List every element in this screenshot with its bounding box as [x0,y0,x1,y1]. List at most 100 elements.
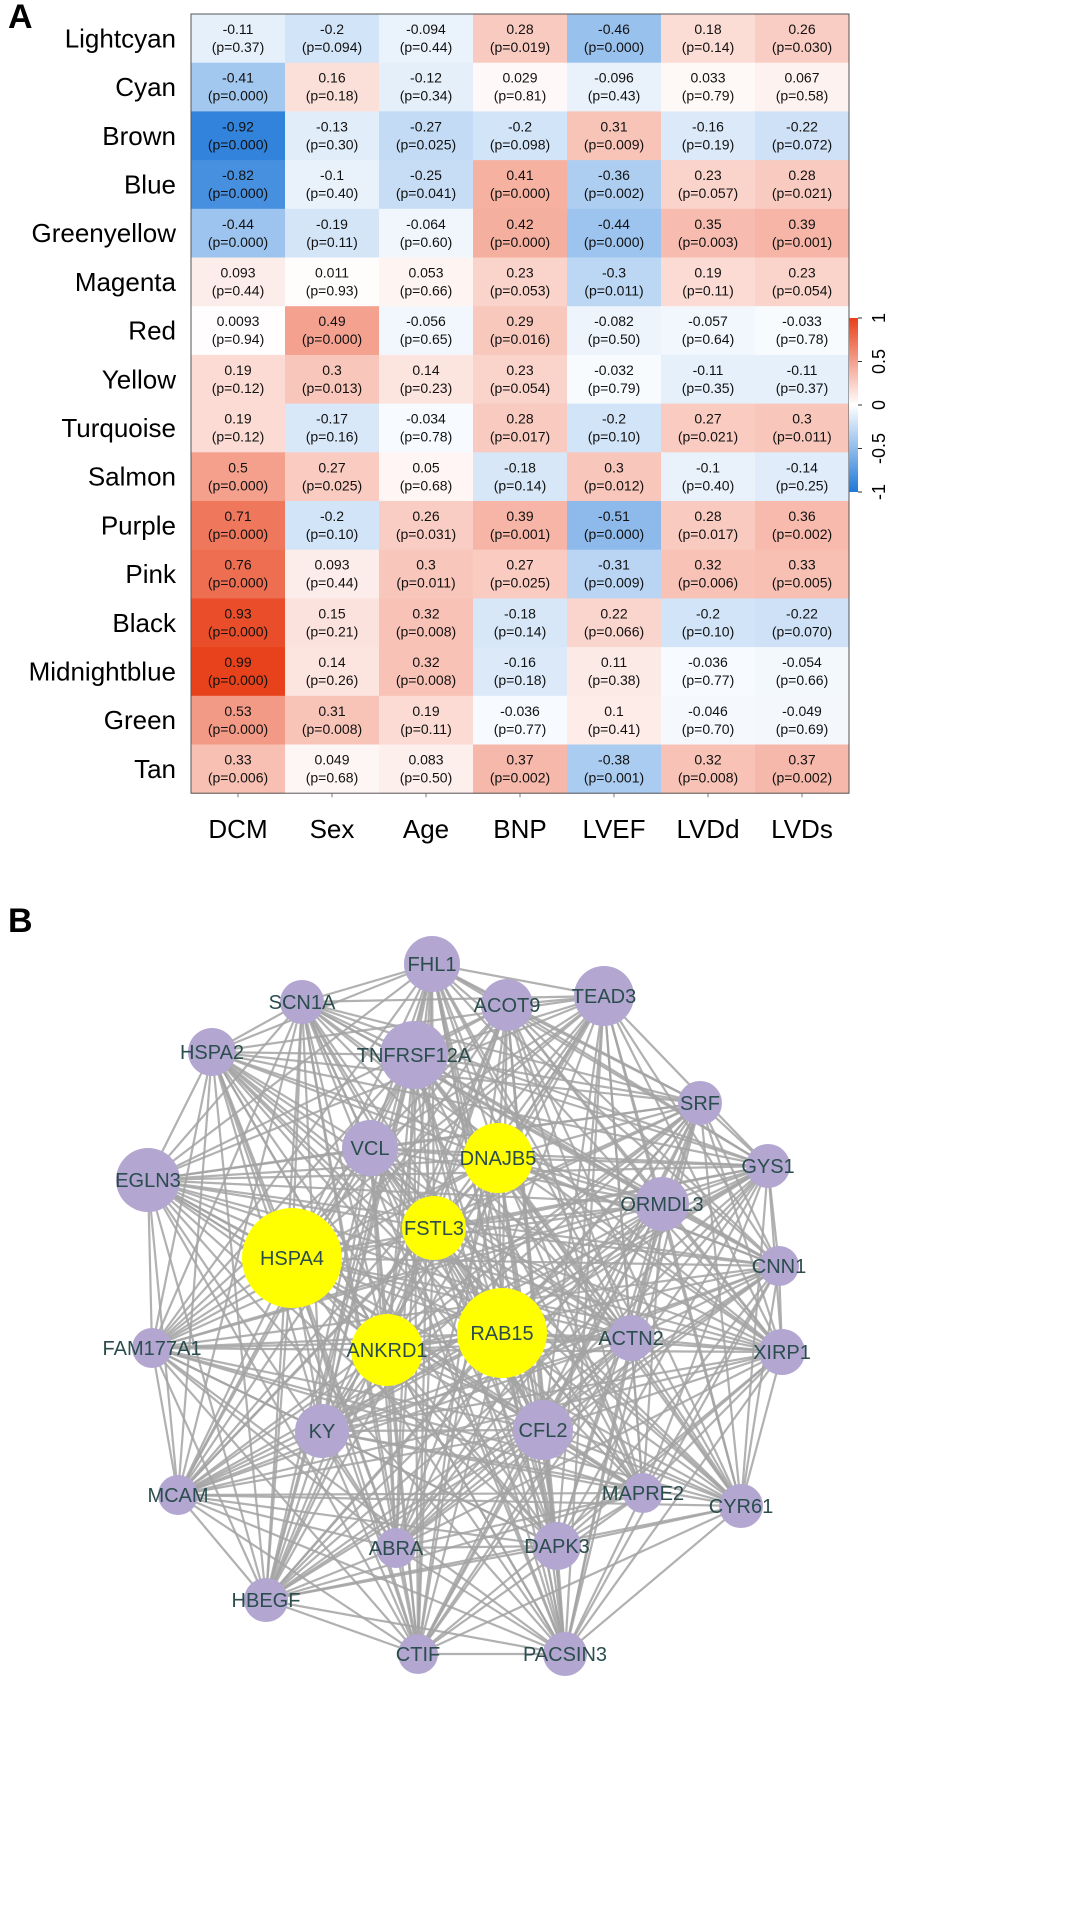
cell-value-label: -0.056 [406,313,446,329]
cell-value-label: 0.33 [224,752,251,768]
heatmap-cell [567,62,662,112]
cell-p-value-label: (p=0.025) [490,575,550,591]
network-edge [150,1347,180,1496]
heatmap-cell [473,160,568,210]
node-label: FHL1 [408,954,457,976]
network-edge [542,1350,783,1432]
cell-p-value-label: (p=0.001) [584,770,644,786]
cell-value-label: 0.32 [694,557,721,573]
network-edge [433,1202,663,1230]
cell-p-value-label: (p=0.070) [772,623,832,639]
heatmap-cell [379,14,474,64]
network-edge [698,1102,784,1353]
node-circle [342,1120,398,1176]
heatmap-cell [191,403,286,453]
cell-p-value-label: (p=0.18) [494,672,547,688]
heatmap-cell [191,744,286,794]
network-edge [147,994,605,1182]
network-edge [177,1494,267,1601]
heatmap-cell [567,403,662,453]
network-node: CTIF [396,1634,440,1674]
network-node: MCAM [147,1475,209,1515]
row-label: Turquoise [61,413,176,443]
cell-p-value-label: (p=0.001) [772,234,832,250]
cell-p-value-label: (p=0.021) [772,185,832,201]
cell-value-label: -0.51 [598,508,630,524]
network-edge [147,1146,371,1182]
network-edge [555,1203,664,1547]
cell-p-value-label: (p=0.072) [772,136,832,152]
network-node: DNAJB5 [460,1123,536,1193]
panel-a-label: A [8,0,33,36]
cell-value-label: 0.28 [506,21,533,37]
cell-p-value-label: (p=0.019) [490,39,550,55]
heatmap-cell [191,695,286,745]
network-edge [641,1165,770,1494]
network-edge [147,1179,397,1549]
network-node: TEAD3 [572,966,636,1026]
cell-value-label: -0.094 [406,21,446,37]
cell-p-value-label: (p=0.11) [306,234,358,250]
heatmap-cell [567,208,662,258]
node-label: EGLN3 [115,1170,181,1192]
hub-node-circle [463,1123,533,1193]
cell-value-label: 0.23 [788,265,815,281]
cell-p-value-label: (p=0.66) [776,672,829,688]
cell-value-label: -0.049 [782,703,822,719]
heatmap-cell [661,501,756,551]
cell-p-value-label: (p=0.26) [306,672,359,688]
network-edge [147,1179,742,1507]
heatmap-cell [191,14,286,64]
network-node: ORMDL3 [620,1177,704,1231]
network-edge [177,1493,397,1550]
heatmap-cell [755,14,850,64]
heatmap-cell [661,647,756,697]
cell-value-label: -0.27 [410,118,442,134]
network-edge [290,1257,420,1655]
network-edge [433,1164,769,1230]
network-edge [501,1332,742,1507]
cell-p-value-label: (p=0.000) [208,623,268,639]
heatmap-cell [285,257,380,307]
cell-value-label: -0.036 [688,654,728,670]
cell-value-label: 0.23 [694,167,721,183]
cell-value-label: -0.11 [223,21,254,37]
cell-p-value-label: (p=0.69) [776,721,829,737]
node-label: HSPA2 [180,1042,244,1064]
cell-value-label: -0.46 [598,21,630,37]
heatmap-cell [567,160,662,210]
node-circle [280,980,324,1024]
node-circle [574,966,634,1026]
cell-p-value-label: (p=0.68) [306,770,359,786]
cell-p-value-label: (p=0.016) [490,331,550,347]
network-edge [642,1351,783,1494]
network-node: ACOT9 [474,979,540,1031]
network-edge [177,1428,544,1497]
heatmap-cell [285,111,380,161]
cell-value-label: 0.41 [506,167,533,183]
network-edge [321,1430,558,1547]
heatmap-cell [755,744,850,794]
network-edge [291,995,605,1259]
cell-value-label: 0.19 [224,362,251,378]
cell-p-value-label: (p=0.10) [588,429,641,445]
heatmap-cell [285,695,380,745]
cell-p-value-label: (p=0.65) [400,331,453,347]
row-label: Tan [134,754,176,784]
cell-p-value-label: (p=0.81) [494,88,547,104]
node-circle [398,1634,438,1674]
colorbar-tick-label: 0 [869,400,889,410]
network-edge [177,1349,388,1496]
heatmap-cell [755,647,850,697]
cell-p-value-label: (p=0.43) [588,88,641,104]
network-edge [564,1505,742,1655]
colorbar-tick-label: 1 [869,313,889,323]
cell-p-value-label: (p=0.50) [400,770,453,786]
node-label: CYR61 [709,1496,773,1518]
cell-p-value-label: (p=0.000) [208,88,268,104]
cell-value-label: 0.28 [788,167,815,183]
cell-value-label: -0.032 [594,362,634,378]
network-edge [630,1336,783,1354]
heatmap-cell [661,208,756,258]
heatmap-cell [285,354,380,405]
